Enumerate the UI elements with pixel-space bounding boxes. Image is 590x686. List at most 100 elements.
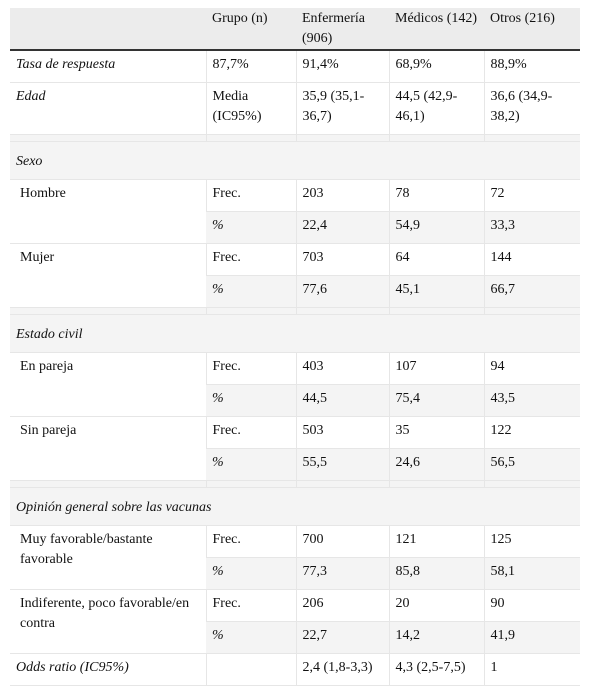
vaccine-opinion-table: Grupo (n) Enfermería (906) Médicos (142)…: [10, 8, 580, 686]
cell-enfermeria: 203: [295, 179, 389, 212]
table-row-pareja-pct: % 44,5 75,4 43,5: [10, 384, 580, 417]
cell-group: %: [206, 557, 296, 590]
cell-medicos: 54,9: [388, 211, 484, 244]
cell-otros: 122: [483, 416, 580, 449]
cell-group: Frec.: [205, 416, 296, 449]
section-opinion: Opinión general sobre las vacunas: [10, 487, 580, 526]
row-label: Mujer: [10, 243, 206, 308]
spacer-row: [10, 480, 580, 488]
cell-otros: 94: [483, 352, 580, 385]
cell-enfermeria: 700: [295, 525, 389, 558]
cell-otros: 125: [483, 525, 580, 558]
table-row-hombre-pct: % 22,4 54,9 33,3: [10, 211, 580, 244]
cell-enfermeria: 55,5: [295, 448, 389, 481]
cell-group: %: [206, 384, 296, 417]
table-header: Grupo (n) Enfermería (906) Médicos (142)…: [10, 8, 580, 50]
cell-enfermeria: 503: [295, 416, 389, 449]
table-row-hombre-frec: Hombre Frec. 203 78 72: [10, 179, 580, 244]
cell-enfermeria: 35,9 (35,1-36,7): [295, 82, 389, 135]
cell-enfermeria: 77,3: [295, 557, 389, 590]
cell-group: Media (IC95%): [205, 82, 296, 135]
cell-medicos: 107: [388, 352, 484, 385]
cell-enfermeria: 91,4%: [295, 50, 389, 83]
table-row-sinpareja-frec: Sin pareja Frec. 503 35 122: [10, 416, 580, 481]
cell-otros: 90: [483, 589, 580, 622]
cell-otros: 1: [483, 653, 580, 686]
table-row-edad: Edad Media (IC95%) 35,9 (35,1-36,7) 44,5…: [10, 82, 580, 135]
cell-enfermeria: 77,6: [295, 275, 389, 308]
header-enfermeria: Enfermería (906): [296, 8, 389, 50]
cell-group: %: [206, 448, 296, 481]
cell-otros: 56,5: [483, 448, 580, 481]
table-row-sinpareja-pct: % 55,5 24,6 56,5: [10, 448, 580, 481]
cell-medicos: 85,8: [388, 557, 484, 590]
cell-group: 87,7%: [205, 50, 296, 83]
section-title: Opinión general sobre las vacunas: [10, 487, 580, 526]
table-row-pareja-frec: En pareja Frec. 403 107 94: [10, 352, 580, 417]
section-title: Estado civil: [10, 314, 580, 353]
cell-enfermeria: 22,4: [295, 211, 389, 244]
cell-enfermeria: 22,7: [295, 621, 389, 654]
cell-enfermeria: 206: [295, 589, 389, 622]
table-row-tasa: Tasa de respuesta 87,7% 91,4% 68,9% 88,9…: [10, 50, 580, 83]
cell-medicos: 24,6: [388, 448, 484, 481]
cell-medicos: 35: [388, 416, 484, 449]
cell-medicos: 75,4: [388, 384, 484, 417]
cell-otros: 33,3: [483, 211, 580, 244]
table-row-indiferente-pct: % 22,7 14,2 41,9: [10, 621, 580, 654]
section-estado-civil: Estado civil: [10, 314, 580, 353]
cell-otros: 43,5: [483, 384, 580, 417]
cell-group: %: [206, 275, 296, 308]
cell-medicos: 14,2: [388, 621, 484, 654]
spacer-row: [10, 134, 580, 142]
cell-enfermeria: 44,5: [295, 384, 389, 417]
row-label: Odds ratio (IC95%): [10, 653, 206, 686]
cell-medicos: 4,3 (2,5-7,5): [388, 653, 484, 686]
table-row-odds: Odds ratio (IC95%) 2,4 (1,8-3,3) 4,3 (2,…: [10, 653, 580, 686]
cell-group: Frec.: [205, 243, 296, 276]
cell-group: Frec.: [205, 179, 296, 212]
cell-group: [205, 653, 296, 686]
cell-medicos: 20: [388, 589, 484, 622]
cell-enfermeria: 403: [295, 352, 389, 385]
spacer-row: [10, 307, 580, 315]
cell-otros: 144: [483, 243, 580, 276]
table-row-mujer-frec: Mujer Frec. 703 64 144: [10, 243, 580, 308]
cell-otros: 66,7: [483, 275, 580, 308]
cell-group: Frec.: [205, 589, 296, 622]
cell-otros: 72: [483, 179, 580, 212]
header-empty: [10, 8, 206, 50]
cell-otros: 88,9%: [483, 50, 580, 83]
cell-medicos: 45,1: [388, 275, 484, 308]
cell-medicos: 68,9%: [388, 50, 484, 83]
row-label: En pareja: [10, 352, 206, 417]
cell-otros: 36,6 (34,9-38,2): [483, 82, 580, 135]
header-group: Grupo (n): [206, 8, 296, 50]
row-label: Muy favorable/bastante favorable: [10, 525, 206, 590]
table-row-indiferente-frec: Indiferente, poco favorable/en contra Fr…: [10, 589, 580, 654]
table-row-favorable-frec: Muy favorable/bastante favorable Frec. 7…: [10, 525, 580, 590]
header-medicos: Médicos (142): [389, 8, 484, 50]
row-label: Sin pareja: [10, 416, 206, 481]
cell-medicos: 44,5 (42,9-46,1): [388, 82, 484, 135]
row-label: Edad: [10, 82, 206, 135]
cell-otros: 41,9: [483, 621, 580, 654]
cell-enfermeria: 703: [295, 243, 389, 276]
cell-group: %: [206, 211, 296, 244]
header-otros: Otros (216): [484, 8, 580, 50]
cell-group: Frec.: [205, 352, 296, 385]
cell-medicos: 78: [388, 179, 484, 212]
row-label: Indiferente, poco favorable/en contra: [10, 589, 206, 654]
cell-group: Frec.: [205, 525, 296, 558]
row-label: Tasa de respuesta: [10, 50, 206, 83]
cell-enfermeria: 2,4 (1,8-3,3): [295, 653, 389, 686]
row-label: Hombre: [10, 179, 206, 244]
cell-medicos: 121: [388, 525, 484, 558]
section-sexo: Sexo: [10, 141, 580, 180]
cell-group: %: [206, 621, 296, 654]
table-row-mujer-pct: % 77,6 45,1 66,7: [10, 275, 580, 308]
cell-otros: 58,1: [483, 557, 580, 590]
section-title: Sexo: [10, 141, 580, 180]
table-row-favorable-pct: % 77,3 85,8 58,1: [10, 557, 580, 590]
cell-medicos: 64: [388, 243, 484, 276]
